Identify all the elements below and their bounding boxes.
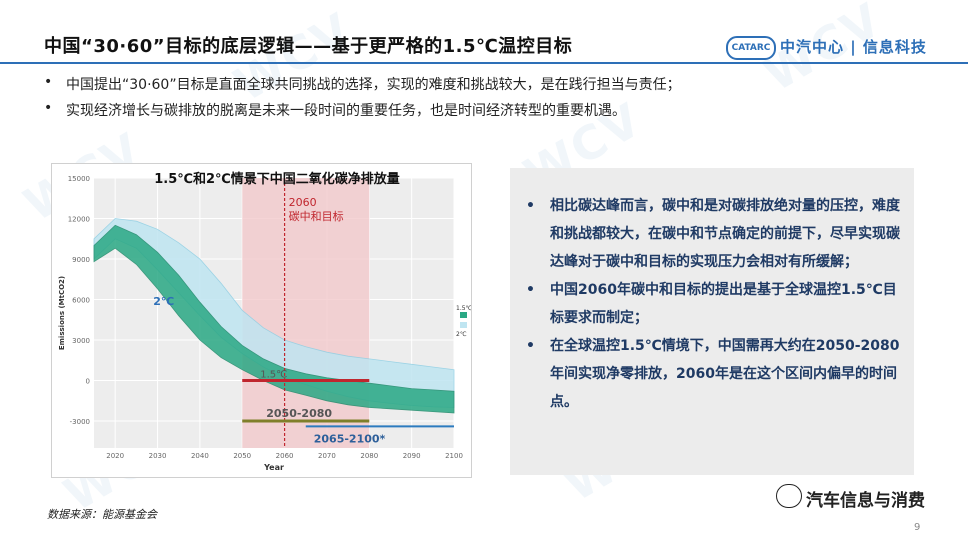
x-axis-label: Year xyxy=(263,463,284,472)
target-year-label: 2060 xyxy=(289,196,317,209)
bullet-icon: • xyxy=(44,100,53,116)
y-tick-label: -3000 xyxy=(70,418,90,426)
y-tick-label: 3000 xyxy=(72,337,90,345)
x-tick-label: 2070 xyxy=(318,452,336,460)
panel-bullet-text: 在全球温控1.5℃情境下，中国需再大约在2050-2080年间实现净零排放，20… xyxy=(550,338,900,410)
wechat-account-name: 汽车信息与消费 xyxy=(806,491,925,511)
emissions-chart: 2060 碳中和目标 1.5℃ 2℃ 2050-2080 2065-2100* 15000 1… xyxy=(51,163,473,478)
range-label-2050-2080: 2050-2080 xyxy=(266,407,332,420)
list-item: • 中国2060年碳中和目标的提出是基于全球温控1.5℃目标要求而制定； xyxy=(526,276,906,332)
legend-label-2c: 2℃ xyxy=(456,331,467,338)
bullet-icon: • xyxy=(526,282,535,298)
y-tick-label: 0 xyxy=(86,378,90,386)
bullet-icon: • xyxy=(526,338,535,354)
slide-header: 中国“30·60”目标的底层逻辑——基于更严格的1.5℃温控目标 CATARC … xyxy=(0,0,968,64)
panel-bullet-text: 中国2060年碳中和目标的提出是基于全球温控1.5℃目标要求而制定； xyxy=(550,282,897,326)
x-tick-label: 2040 xyxy=(191,452,209,460)
y-axis-label: Emissions (MtCO2) xyxy=(58,276,66,350)
legend-swatch-2c xyxy=(460,322,467,328)
legend-swatch-1-5c xyxy=(460,312,467,318)
bullet-text: 中国提出“30·60”目标是直面全球共同挑战的选择，实现的难度和挑战较大，是在践… xyxy=(66,77,681,93)
list-item: • 在全球温控1.5℃情境下，中国需再大约在2050-2080年间实现净零排放，… xyxy=(526,332,906,416)
y-tick-label: 9000 xyxy=(72,256,90,264)
bullet-text: 实现经济增长与碳排放的脱离是未来一段时间的重要任务，也是时间经济转型的重要机遇。 xyxy=(66,103,626,119)
y-tick-label: 6000 xyxy=(72,297,90,305)
x-tick-label: 2030 xyxy=(149,452,167,460)
panel-bullet-text: 相比碳达峰而言，碳中和是对碳排放绝对量的压控，难度和挑战都较大，在碳中和节点确定… xyxy=(550,198,900,270)
x-tick-label: 2080 xyxy=(360,452,378,460)
target-year-caption: 碳中和目标 xyxy=(289,209,344,223)
intro-bullets: • 中国提出“30·60”目标是直面全球共同挑战的选择，实现的难度和挑战较大，是… xyxy=(44,74,944,126)
y-tick-label: 15000 xyxy=(68,175,90,183)
chart-svg: 2060碳中和目标1.5℃2℃2050-20802065-2100*150001… xyxy=(58,171,473,472)
bullet-icon: • xyxy=(44,74,53,90)
x-tick-label: 2050 xyxy=(233,452,251,460)
list-item: • 中国提出“30·60”目标是直面全球共同挑战的选择，实现的难度和挑战较大，是… xyxy=(44,74,944,100)
range-label-2065-2100: 2065-2100* xyxy=(314,432,386,445)
x-tick-label: 2090 xyxy=(403,452,421,460)
catarc-logo-icon: CATARC xyxy=(726,36,776,60)
org-name: 中汽中心 | 信息科技 xyxy=(780,38,927,56)
analysis-panel: • 相比碳达峰而言，碳中和是对碳排放绝对量的压控，难度和挑战都较大，在碳中和节点… xyxy=(510,168,914,475)
legend-label-1-5c: 1.5℃ xyxy=(456,305,471,312)
series-band-1-5c xyxy=(93,224,455,414)
chart-title: 1.5℃和2℃情景下中国二氧化碳净排放量 xyxy=(154,171,400,187)
data-source: 数据来源：能源基金会 xyxy=(47,508,157,521)
slide-title: 中国“30·60”目标的底层逻辑——基于更严格的1.5℃温控目标 xyxy=(44,36,573,57)
series-label-2c: 2℃ xyxy=(153,295,174,308)
wechat-icon xyxy=(776,484,802,508)
list-item: • 实现经济增长与碳排放的脱离是未来一段时间的重要任务，也是时间经济转型的重要机… xyxy=(44,100,944,126)
header-divider xyxy=(0,62,968,64)
x-tick-label: 2100 xyxy=(445,452,463,460)
x-tick-label: 2020 xyxy=(106,452,124,460)
series-label-1-5c: 1.5℃ xyxy=(260,370,287,381)
x-tick-label: 2060 xyxy=(276,452,294,460)
list-item: • 相比碳达峰而言，碳中和是对碳排放绝对量的压控，难度和挑战都较大，在碳中和节点… xyxy=(526,192,906,276)
bullet-icon: • xyxy=(526,198,535,214)
y-tick-label: 12000 xyxy=(68,216,90,224)
page-number: 9 xyxy=(914,522,921,533)
